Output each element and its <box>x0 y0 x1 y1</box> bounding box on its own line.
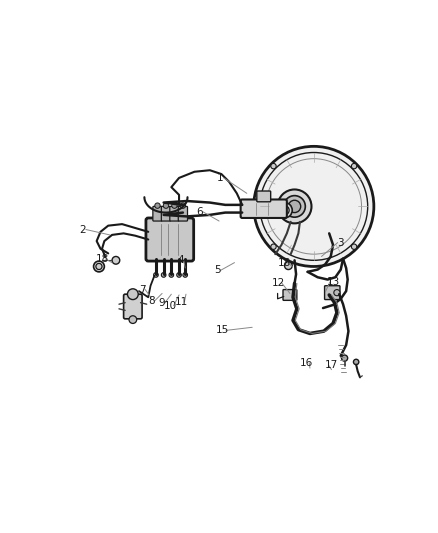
Circle shape <box>334 289 340 296</box>
Circle shape <box>277 203 292 218</box>
Circle shape <box>94 261 104 272</box>
Circle shape <box>163 203 169 208</box>
Circle shape <box>254 147 374 266</box>
FancyBboxPatch shape <box>153 206 162 221</box>
Text: 3: 3 <box>337 238 344 248</box>
Circle shape <box>284 196 305 217</box>
FancyBboxPatch shape <box>240 199 287 218</box>
Text: 11: 11 <box>175 297 188 307</box>
FancyBboxPatch shape <box>146 218 194 261</box>
Circle shape <box>353 359 359 365</box>
Text: 6: 6 <box>197 207 203 217</box>
Circle shape <box>129 316 137 324</box>
Text: 13: 13 <box>326 277 340 287</box>
Circle shape <box>154 273 158 277</box>
Circle shape <box>169 273 173 277</box>
FancyBboxPatch shape <box>178 206 187 221</box>
Text: 1: 1 <box>217 173 224 183</box>
Text: 17: 17 <box>325 360 338 370</box>
FancyBboxPatch shape <box>283 289 297 301</box>
Text: 15: 15 <box>216 325 230 335</box>
FancyBboxPatch shape <box>325 286 340 300</box>
Text: 7: 7 <box>139 285 145 295</box>
Circle shape <box>351 244 357 249</box>
Text: 12: 12 <box>272 278 285 288</box>
Circle shape <box>342 355 348 361</box>
Circle shape <box>180 203 186 208</box>
Text: 18: 18 <box>278 257 291 268</box>
Text: 2: 2 <box>79 224 86 235</box>
Text: 16: 16 <box>300 358 313 368</box>
Circle shape <box>172 203 177 208</box>
Circle shape <box>155 203 160 208</box>
Circle shape <box>177 273 181 277</box>
Text: 4: 4 <box>177 255 184 265</box>
Circle shape <box>278 189 311 223</box>
Text: 10: 10 <box>164 301 177 311</box>
Circle shape <box>161 273 166 277</box>
Circle shape <box>351 164 357 169</box>
Circle shape <box>271 164 276 169</box>
Circle shape <box>112 256 120 264</box>
FancyBboxPatch shape <box>170 206 179 221</box>
Text: 5: 5 <box>214 265 221 276</box>
Circle shape <box>96 263 102 270</box>
Circle shape <box>288 200 301 213</box>
FancyBboxPatch shape <box>161 206 170 221</box>
Circle shape <box>280 206 289 215</box>
Circle shape <box>271 244 276 249</box>
Text: 9: 9 <box>158 298 165 309</box>
FancyBboxPatch shape <box>124 294 142 319</box>
Circle shape <box>285 262 292 270</box>
FancyBboxPatch shape <box>257 191 271 202</box>
Text: 8: 8 <box>148 296 155 306</box>
Circle shape <box>127 289 138 300</box>
Text: 18: 18 <box>95 254 109 264</box>
Circle shape <box>183 273 187 277</box>
